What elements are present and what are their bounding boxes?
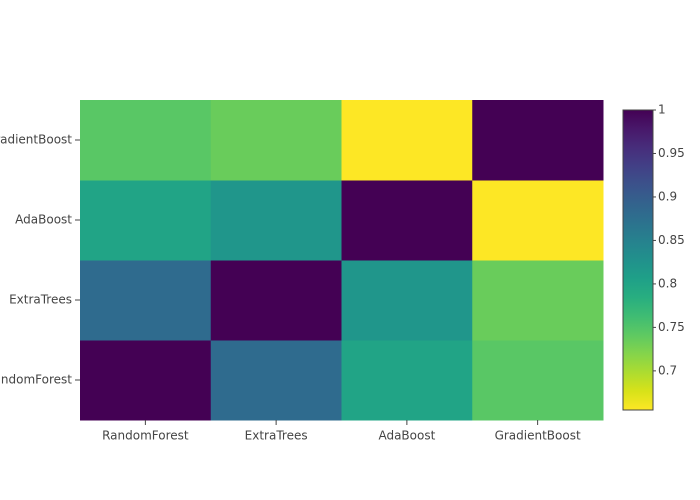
colorbar-tick-label: 0.8 (658, 276, 677, 290)
x-tick-label: AdaBoost (378, 429, 435, 443)
heatmap-cell (80, 340, 212, 421)
heatmap-cell (210, 340, 342, 421)
x-tick-label: RandomForest (102, 429, 189, 443)
colorbar (622, 109, 654, 411)
y-tick-label: RandomForest (0, 373, 72, 387)
heatmap-cell (472, 100, 604, 181)
heatmap-cell (80, 100, 212, 181)
heatmap-cell (341, 180, 473, 261)
colorbar-tick-label: 0.75 (658, 320, 685, 334)
x-tick-label: GradientBoost (495, 429, 581, 443)
heatmap-cell (472, 260, 604, 341)
y-tick-label: ExtraTrees (9, 293, 72, 307)
heatmap-cell (341, 260, 473, 341)
heatmap-cell (210, 180, 342, 261)
heatmap-cell (341, 340, 473, 421)
heatmap-cell (210, 100, 342, 181)
y-tick-label: GradientBoost (0, 133, 72, 147)
colorbar-tick-label: 0.7 (658, 363, 677, 377)
colorbar-tick-label: 0.9 (658, 189, 677, 203)
y-tick-label: AdaBoost (15, 213, 72, 227)
heatmap-cell (472, 340, 604, 421)
x-tick-label: ExtraTrees (245, 429, 308, 443)
colorbar-tick-label: 0.95 (658, 146, 685, 160)
heatmap-cell (80, 260, 212, 341)
heatmap-cell (80, 180, 212, 261)
colorbar-tick-label: 1 (658, 103, 666, 117)
colorbar-tick-label: 0.85 (658, 233, 685, 247)
heatmap-cell (472, 180, 604, 261)
heatmap-cell (210, 260, 342, 341)
heatmap-cell (341, 100, 473, 181)
